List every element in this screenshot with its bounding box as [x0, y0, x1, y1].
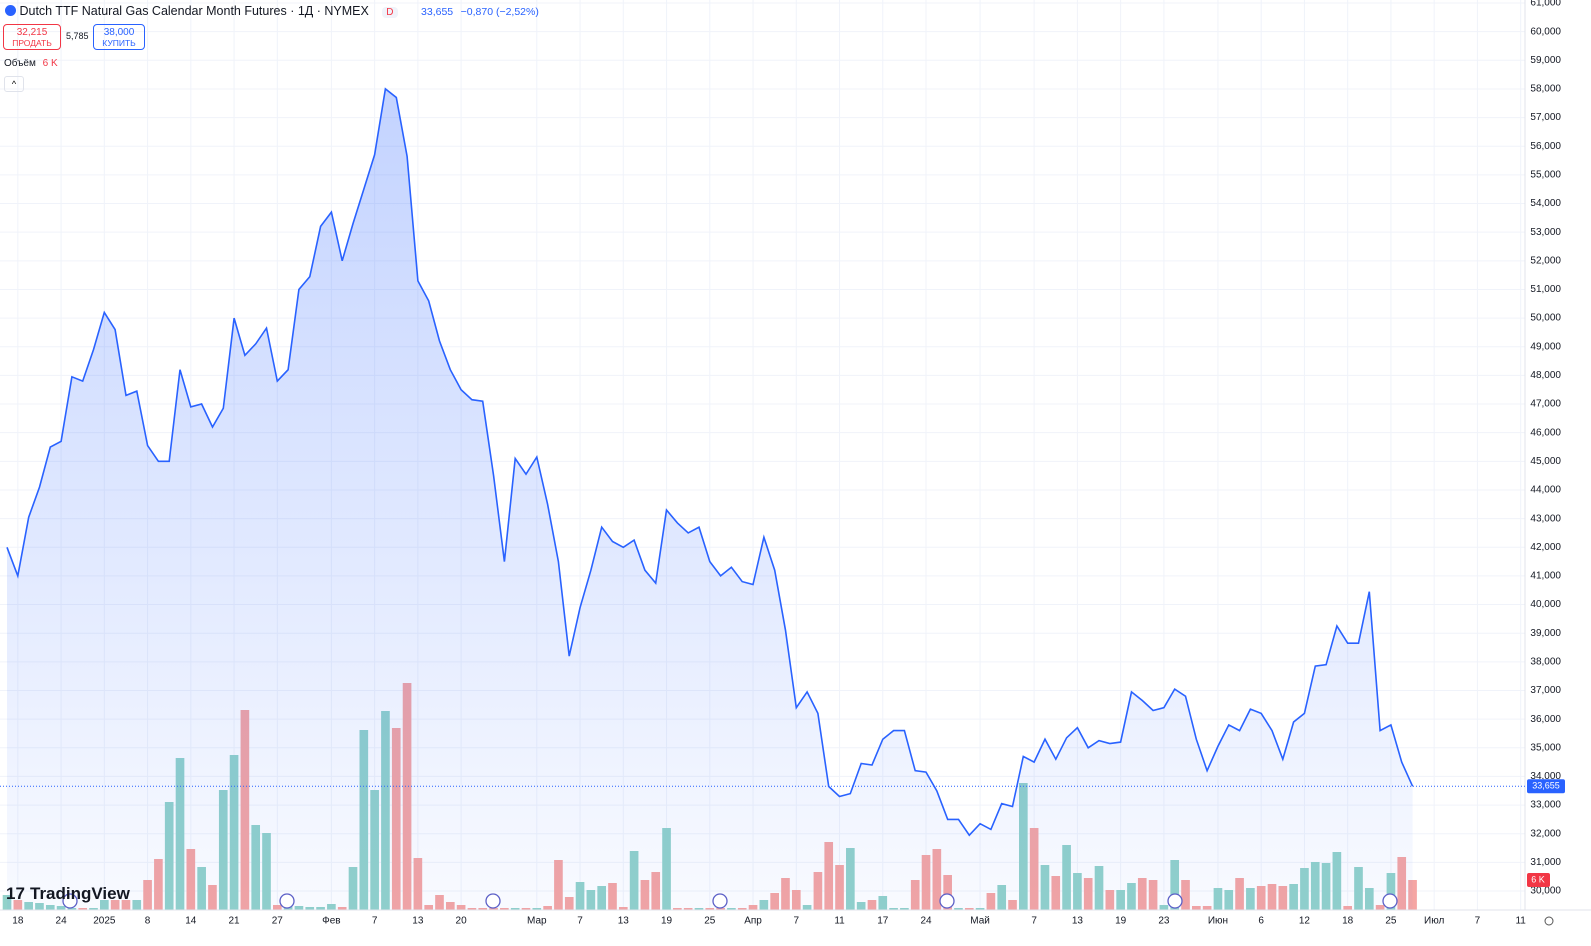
y-tick-label: 37,000 — [1530, 685, 1561, 696]
x-tick-label: 21 — [229, 916, 241, 927]
buy-button[interactable]: 38,000 КУПИТЬ — [93, 24, 145, 50]
x-tick-label: 13 — [1072, 916, 1084, 927]
x-tick-label: 13 — [412, 916, 424, 927]
y-tick-label: 41,000 — [1530, 571, 1561, 582]
volume-value: 6 K — [42, 58, 58, 69]
title: Dutch TTF Natural Gas Calendar Month Fut… — [19, 4, 369, 18]
last-price-label: 33,655 — [1532, 781, 1560, 791]
y-tick-label: 46,000 — [1530, 427, 1561, 438]
badge: D — [382, 7, 398, 18]
y-tick-label: 32,000 — [1530, 828, 1561, 839]
logo: 17 TradingView — [6, 884, 130, 903]
y-tick-label: 61,000 — [1530, 0, 1561, 9]
y-tick-label: 58,000 — [1530, 84, 1561, 95]
sell-price: 32,215 — [16, 27, 48, 38]
y-tick-label: 39,000 — [1530, 628, 1561, 639]
x-tick-label: 25 — [704, 916, 716, 927]
x-tick-label: 7 — [1031, 916, 1037, 927]
y-tick-label: 52,000 — [1530, 255, 1561, 266]
event-icons — [62, 893, 1398, 909]
y-tick-label: 60,000 — [1530, 26, 1561, 37]
y-tick-label: 30,000 — [1530, 886, 1561, 897]
volume-value-label: 6 K — [1531, 874, 1545, 884]
y-tick-label: 44,000 — [1530, 485, 1561, 496]
y-tick-label: 34,000 — [1530, 771, 1561, 782]
y-tick-label: 55,000 — [1530, 170, 1561, 181]
y-tick-label: 53,000 — [1530, 227, 1561, 238]
volume-legend: Объём 6 K — [4, 58, 58, 69]
sell-button[interactable]: 32,215 ПРОДАТЬ — [3, 24, 61, 50]
y-tick-label: 48,000 — [1530, 370, 1561, 381]
x-tick-label: 25 — [1385, 916, 1397, 927]
x-tick-label: 7 — [577, 916, 583, 927]
x-tick-label: 7 — [372, 916, 378, 927]
x-tick-label: 6 — [1258, 916, 1264, 927]
x-tick-label: 18 — [12, 916, 24, 927]
y-tick-label: 38,000 — [1530, 656, 1561, 667]
x-tick-label: 27 — [272, 916, 284, 927]
x-tick-label: 7 — [1475, 916, 1481, 927]
x-tick-label: 14 — [185, 916, 197, 927]
volume-label: Объём — [4, 58, 36, 69]
x-tick-label: 20 — [456, 916, 468, 927]
y-tick-label: 57,000 — [1530, 112, 1561, 123]
x-tick-label: 7 — [794, 916, 800, 927]
change: −0,870 (−2,52%) — [460, 6, 539, 18]
y-tick-label: 51,000 — [1530, 284, 1561, 295]
x-tick-label: 11 — [834, 916, 845, 927]
buy-price: 38,000 — [103, 27, 135, 38]
x-tick-label: 23 — [1158, 916, 1170, 927]
x-tick-label: 19 — [661, 916, 673, 927]
settings-icon[interactable] — [1544, 916, 1554, 926]
symbol-icon — [5, 5, 16, 16]
y-tick-label: 35,000 — [1530, 742, 1561, 753]
y-tick-label: 54,000 — [1530, 198, 1561, 209]
x-tick-label: Июн — [1208, 916, 1228, 927]
x-tick-label: 13 — [618, 916, 630, 927]
x-tick-label: 24 — [920, 916, 932, 927]
x-tick-label: Июл — [1424, 916, 1444, 927]
x-tick-label: Мар — [527, 916, 547, 927]
y-tick-label: 45,000 — [1530, 456, 1561, 467]
y-tick-label: 42,000 — [1530, 542, 1561, 553]
x-tick-label: 17 — [877, 916, 889, 927]
x-tick-label: Фев — [322, 916, 340, 927]
last-price: 33,655 — [421, 6, 454, 18]
y-tick-label: 43,000 — [1530, 513, 1561, 524]
y-tick-label: 33,000 — [1530, 800, 1561, 811]
x-tick-label: 8 — [145, 916, 151, 927]
x-tick-label: 12 — [1299, 916, 1311, 927]
spread: 5,785 — [66, 31, 89, 41]
x-tick-label: 19 — [1115, 916, 1127, 927]
y-tick-label: 49,000 — [1530, 341, 1561, 352]
x-tick-label: Апр — [744, 916, 762, 927]
x-tick-label: 2025 — [93, 916, 116, 927]
buy-label: КУПИТЬ — [102, 38, 136, 48]
sell-label: ПРОДАТЬ — [12, 38, 52, 48]
logo-text: TradingView — [30, 884, 130, 903]
y-tick-label: 56,000 — [1530, 141, 1561, 152]
x-tick-label: 18 — [1342, 916, 1354, 927]
y-tick-label: 59,000 — [1530, 55, 1561, 66]
x-tick-label: Май — [970, 916, 990, 927]
volume-value-box — [1527, 873, 1550, 887]
y-tick-label: 47,000 — [1530, 399, 1561, 410]
last-price-box — [1527, 779, 1565, 794]
area — [7, 88, 1413, 910]
x-tick-label: 11 — [1515, 916, 1526, 927]
y-tick-label: 36,000 — [1530, 714, 1561, 725]
y-tick-label: 40,000 — [1530, 599, 1561, 610]
x-tick-label: 24 — [56, 916, 68, 927]
price-line — [6, 87, 1414, 837]
y-tick-label: 31,000 — [1530, 857, 1561, 868]
header: Dutch TTF Natural Gas Calendar Month Fut… — [5, 4, 539, 18]
collapse-button[interactable]: ^ — [4, 76, 24, 92]
y-tick-label: 50,000 — [1530, 313, 1561, 324]
